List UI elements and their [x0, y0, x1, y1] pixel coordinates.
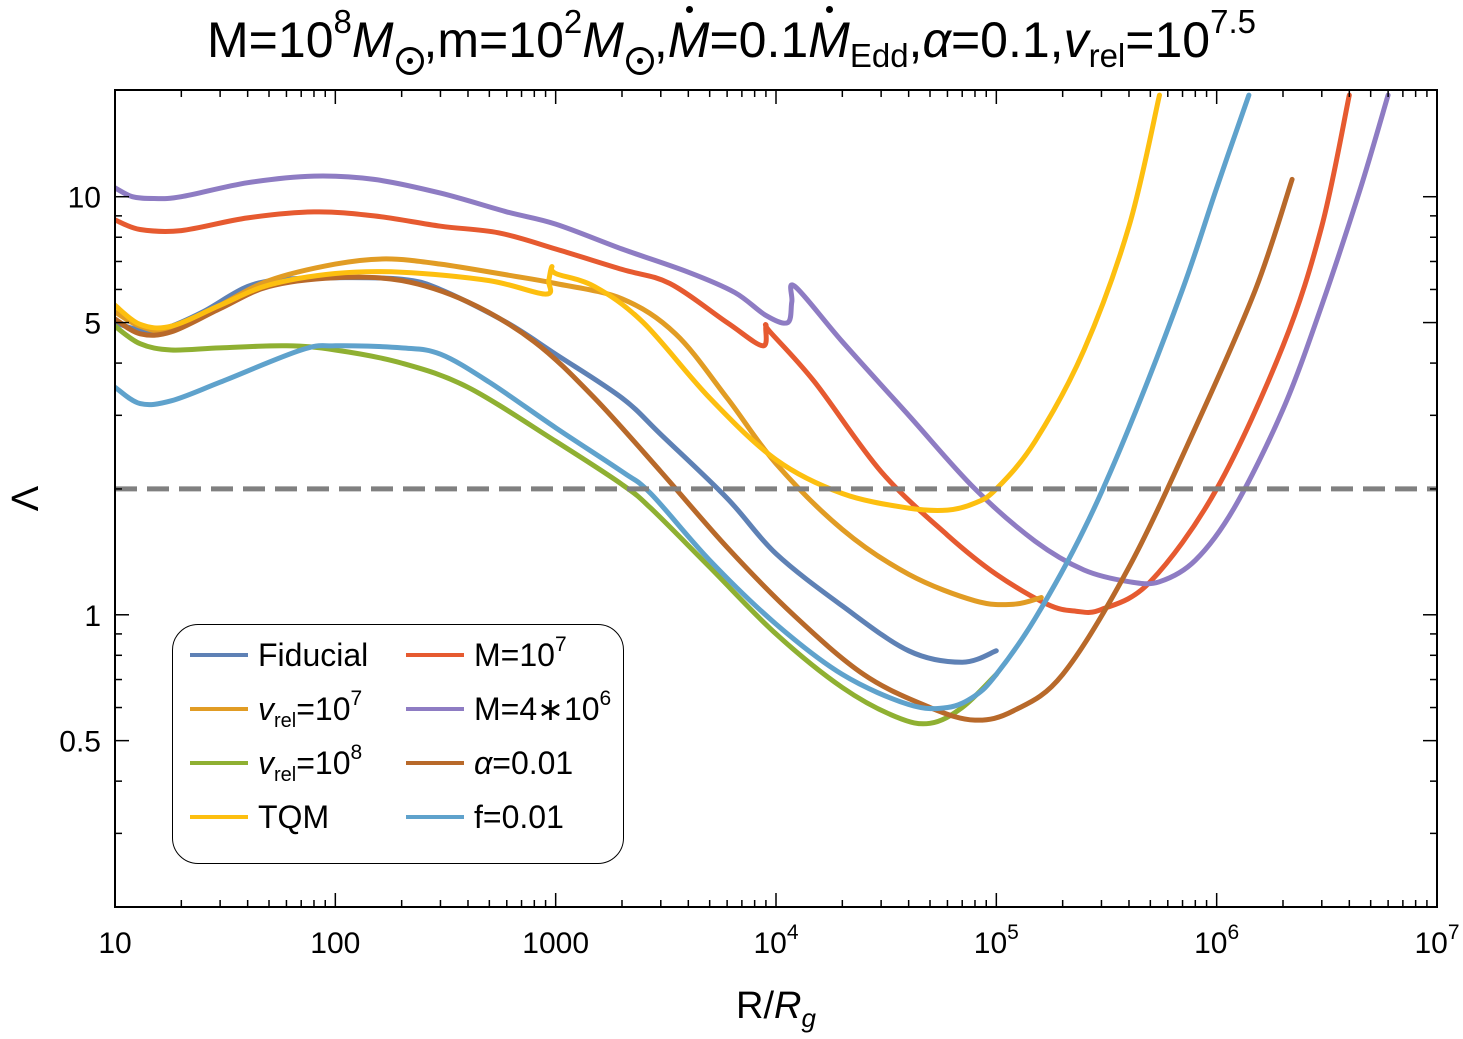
y-tick-label: 1	[84, 600, 101, 633]
legend-swatch	[190, 815, 248, 819]
series-line-fiducial	[115, 275, 999, 665]
x-axis-label: R/Rg	[736, 985, 816, 1033]
legend-label: vrel=108	[258, 740, 363, 786]
series-line-m1e7	[115, 92, 1352, 615]
x-tick-label: 107	[1414, 921, 1459, 960]
sun-symbol-icon	[625, 47, 654, 75]
legend-label: M=107	[474, 632, 567, 673]
series-line-m4e6	[115, 92, 1391, 587]
legend-item-alpha001: α=0.01	[406, 743, 573, 783]
legend-item-fiducial: Fiducial	[190, 635, 368, 675]
mdot-symbol: M	[808, 4, 850, 76]
x-tick-label: 10	[98, 927, 131, 960]
series-line-vrel1e7	[115, 256, 1044, 608]
legend-item-vrel1e7: vrel=107	[190, 686, 363, 732]
legend-label: Fiducial	[258, 636, 369, 673]
x-tick-label: 1000	[522, 927, 589, 960]
legend-label: f=0.01	[474, 798, 564, 835]
legend-label: M=4∗106	[474, 687, 612, 727]
series-line-tqm	[115, 92, 1162, 514]
series-line-vrel1e8	[115, 323, 999, 727]
tick-labels: 10 100 1000 104 105 106 107 0.5 1 5 10	[59, 182, 1459, 960]
y-tick-label: 5	[84, 308, 101, 341]
legend-swatch	[190, 707, 248, 711]
y-tick-label: 10	[68, 182, 101, 215]
legend: Fiducial M=107 vrel=107 M=4∗106 vrel=108 α=0.…	[172, 624, 624, 864]
chart-title: M=108M ,m=102M ,M=0.1MEdd,α=0.1,vrel=107.5	[207, 3, 1256, 76]
legend-swatch	[406, 653, 464, 657]
mdot-symbol: M	[668, 4, 709, 76]
sun-symbol-icon	[395, 47, 424, 75]
series-layer	[115, 92, 1391, 727]
legend-item-f001: f=0.01	[406, 797, 564, 837]
x-tick-label: 100	[310, 927, 360, 960]
axis-ticks	[114, 90, 1438, 908]
legend-item-tqm: TQM	[190, 797, 329, 837]
legend-label: TQM	[258, 798, 330, 835]
legend-swatch	[406, 761, 464, 765]
legend-swatch	[190, 653, 248, 657]
legend-swatch	[406, 815, 464, 819]
legend-item-m1e7: M=107	[406, 632, 567, 675]
series-line-f001	[115, 92, 1252, 712]
x-tick-label: 104	[753, 921, 798, 960]
legend-label: α=0.01	[474, 744, 574, 781]
legend-item-vrel1e8: vrel=108	[190, 740, 363, 786]
x-tick-label: 105	[974, 921, 1019, 960]
x-tick-label: 106	[1194, 921, 1239, 960]
legend-item-m4e6: M=4∗106	[406, 687, 612, 729]
legend-swatch	[406, 707, 464, 711]
y-tick-label: 0.5	[59, 726, 101, 759]
legend-label: vrel=107	[258, 686, 363, 732]
legend-swatch	[190, 761, 248, 765]
y-axis-label: Λ	[5, 485, 47, 511]
